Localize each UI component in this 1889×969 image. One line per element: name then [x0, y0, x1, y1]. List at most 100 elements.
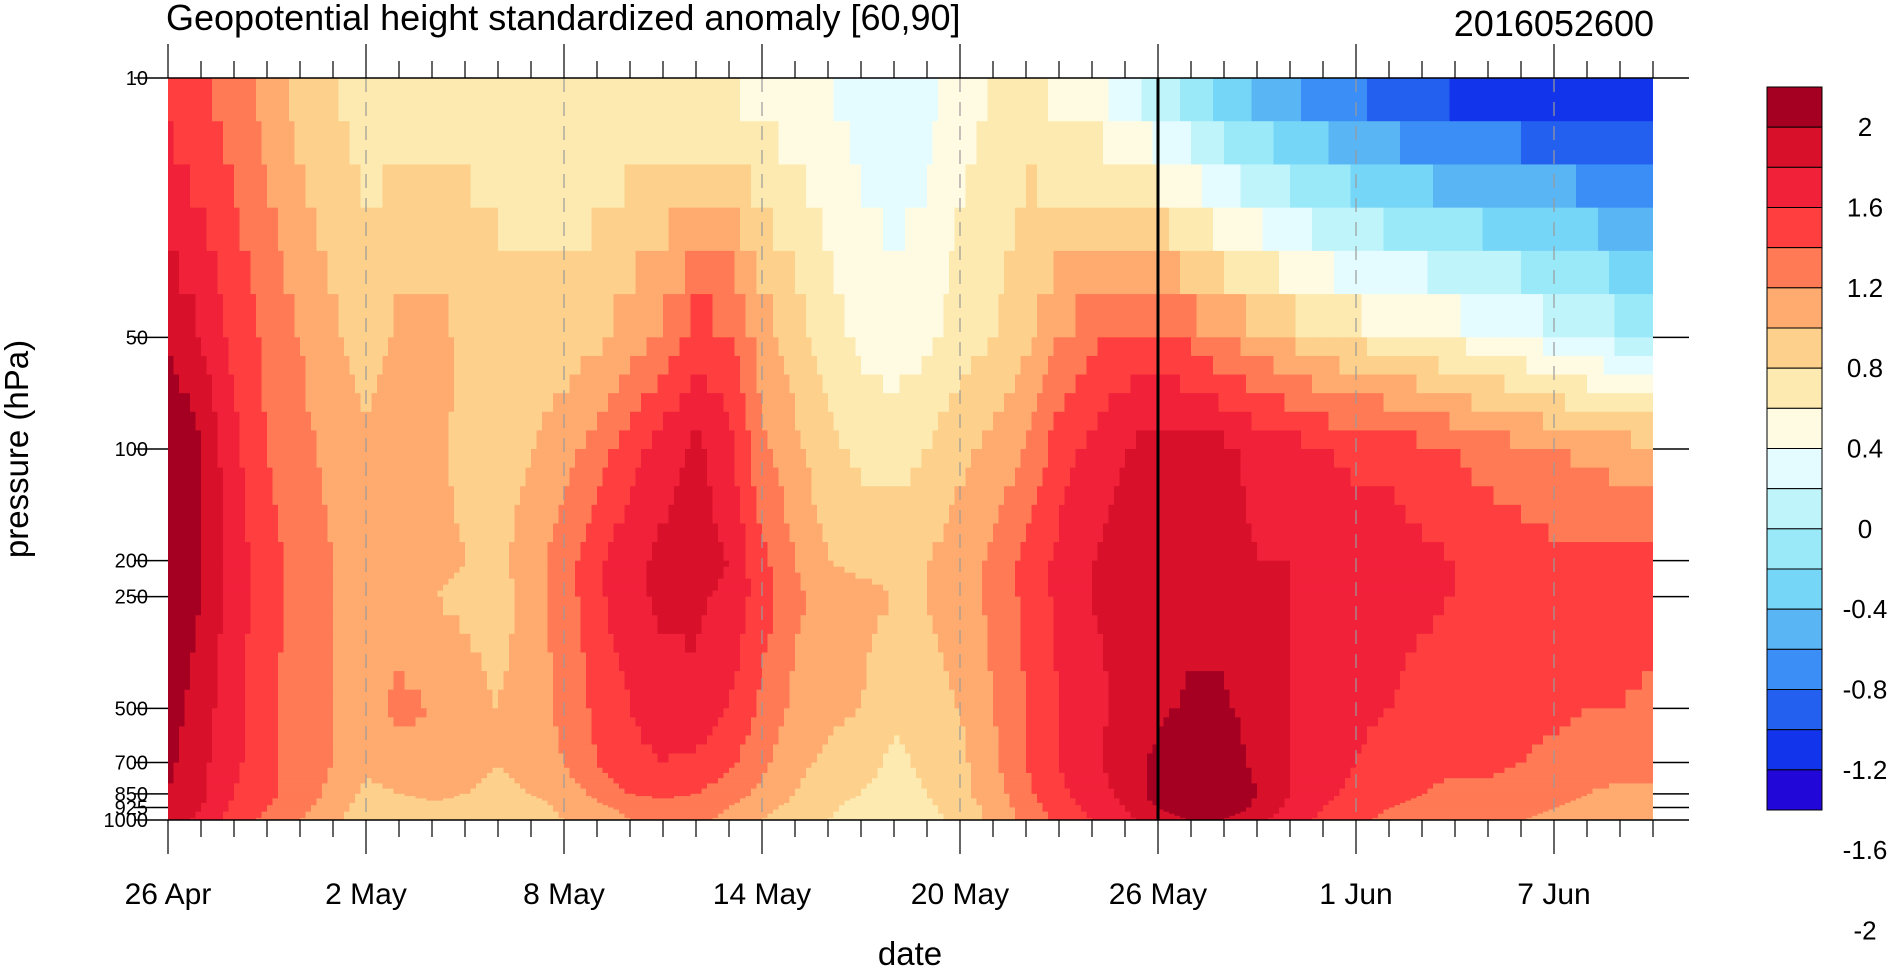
contour-cell — [723, 207, 730, 252]
contour-cell — [1213, 411, 1220, 431]
contour-cell — [701, 393, 708, 413]
contour-cell — [817, 78, 824, 122]
contour-cell — [1158, 411, 1165, 431]
contour-cell — [492, 486, 499, 506]
contour-cell — [762, 486, 769, 506]
contour-cell — [289, 560, 296, 568]
contour-cell — [1042, 393, 1049, 413]
contour-cell — [1576, 430, 1583, 450]
contour-cell — [377, 542, 384, 562]
contour-cell — [1378, 164, 1385, 209]
contour-cell — [531, 207, 538, 252]
contour-cell — [1383, 355, 1390, 376]
contour-cell — [712, 250, 719, 295]
contour-cell — [762, 393, 769, 413]
contour-cell — [426, 430, 433, 450]
contour-cell — [597, 250, 604, 295]
contour-cell — [762, 337, 769, 357]
contour-cell — [619, 393, 626, 413]
contour-cell — [745, 430, 752, 450]
contour-cell — [1141, 207, 1148, 252]
contour-cell — [1636, 355, 1643, 376]
contour-cell — [855, 486, 862, 506]
contour-cell — [404, 523, 411, 543]
contour-cell — [1526, 467, 1533, 487]
contour-cell — [641, 393, 648, 413]
contour-cell — [1438, 78, 1445, 122]
contour-cell — [327, 164, 334, 209]
contour-cell — [217, 572, 224, 580]
contour-cell — [1614, 78, 1621, 122]
contour-cell — [1191, 523, 1198, 543]
contour-cell — [1372, 411, 1379, 431]
contour-cell — [1554, 207, 1561, 252]
contour-cell — [278, 121, 285, 166]
contour-cell — [905, 78, 912, 122]
contour-cell — [1521, 430, 1528, 450]
contour-cell — [1636, 121, 1643, 166]
contour-cell — [1482, 78, 1489, 122]
contour-cell — [1455, 430, 1462, 450]
contour-cell — [327, 337, 334, 357]
contour-cell — [476, 355, 483, 376]
contour-cell — [690, 411, 697, 431]
contour-cell — [740, 467, 747, 487]
contour-cell — [558, 486, 565, 506]
contour-cell — [349, 504, 356, 525]
contour-cell — [822, 294, 829, 338]
contour-cell — [1251, 374, 1258, 394]
contour-cell — [569, 207, 576, 252]
contour-cell — [1295, 355, 1302, 376]
contour-cell — [393, 467, 400, 487]
contour-cell — [272, 584, 279, 592]
contour-cell — [393, 250, 400, 295]
contour-cell — [1526, 355, 1533, 376]
contour-cell — [921, 207, 928, 252]
contour-cell — [811, 374, 818, 394]
contour-cell — [1235, 411, 1242, 431]
contour-cell — [575, 523, 582, 543]
contour-cell — [1339, 542, 1346, 562]
contour-cell — [696, 164, 703, 209]
contour-cell — [250, 164, 257, 209]
contour-cell — [498, 164, 505, 209]
contour-cell — [1609, 355, 1616, 376]
contour-cell — [1400, 393, 1407, 413]
contour-cell — [228, 164, 235, 209]
contour-cell — [778, 164, 785, 209]
contour-cell — [443, 121, 450, 166]
contour-cell — [1559, 430, 1566, 450]
contour-cell — [1224, 164, 1231, 209]
contour-cell — [333, 121, 340, 166]
contour-cell — [360, 504, 367, 525]
contour-cell — [762, 355, 769, 376]
contour-cell — [1114, 337, 1121, 357]
contour-cell — [1581, 374, 1588, 394]
contour-cell — [1554, 504, 1561, 525]
contour-cell — [822, 542, 829, 562]
contour-cell — [168, 337, 175, 357]
contour-cell — [1257, 121, 1264, 166]
contour-cell — [850, 523, 857, 543]
contour-cell — [1521, 411, 1528, 431]
contour-cell — [1229, 504, 1236, 525]
contour-cell — [1268, 78, 1275, 122]
contour-cell — [322, 207, 329, 252]
contour-cell — [184, 411, 191, 431]
contour-cell — [1471, 430, 1478, 450]
contour-cell — [234, 560, 241, 568]
contour-cell — [1147, 523, 1154, 543]
contour-cell — [740, 486, 747, 506]
contour-cell — [1438, 430, 1445, 450]
contour-cell — [531, 486, 538, 506]
contour-cell — [410, 393, 417, 413]
contour-cell — [778, 523, 785, 543]
contour-cell — [861, 164, 868, 209]
contour-cell — [1213, 337, 1220, 357]
contour-cell — [993, 250, 1000, 295]
contour-cell — [1367, 430, 1374, 450]
contour-cell — [1449, 467, 1456, 487]
contour-cell — [410, 78, 417, 122]
contour-cell — [349, 207, 356, 252]
contour-cell — [470, 542, 477, 562]
